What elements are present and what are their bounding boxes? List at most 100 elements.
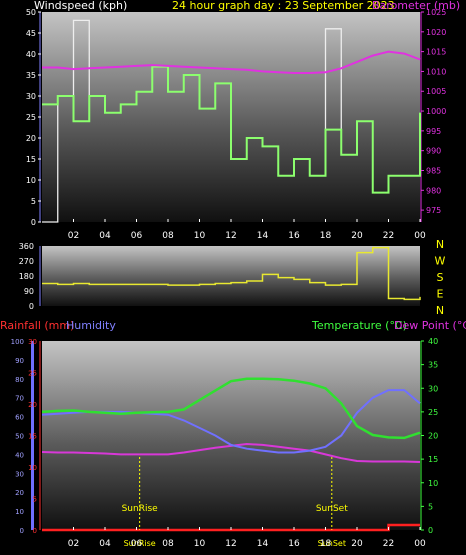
rain-y-tick-label: 20 <box>28 401 37 409</box>
barometer-axis-label: Barometer (mb) <box>372 0 460 12</box>
humidity-axis-label: Humidity <box>66 319 116 332</box>
x-tick-label: 12 <box>225 231 236 241</box>
humidity-y-tick-label: 30 <box>15 470 24 478</box>
humidity-y-tick-label: 20 <box>15 489 24 497</box>
graph-title: 24 hour graph day : 23 September 2023 <box>172 0 395 12</box>
barometer-y-tick-label: 1000 <box>426 107 446 116</box>
wind-average-series <box>42 65 421 194</box>
x-tick-label: 06 <box>131 231 143 241</box>
temp-y-tick-label: 20 <box>428 432 438 441</box>
temp-y-tick-label: 40 <box>428 337 438 346</box>
temperature-chart: 0102030405060708090100051015202530051015… <box>11 337 439 549</box>
wind-y-tick-label: 35 <box>26 71 36 80</box>
x-tick-label: 06 <box>131 539 143 549</box>
temp-y-tick-label: 25 <box>428 408 438 417</box>
wind-y-tick-label: 45 <box>26 29 36 38</box>
x-tick-label: 08 <box>162 231 174 241</box>
dewpoint-axis-label: Dew Point (°C) <box>394 319 466 332</box>
x-tick-label: 14 <box>257 539 269 549</box>
direction-y-tick-label: 0 <box>29 302 34 311</box>
wind-y-tick-label: 30 <box>26 92 36 101</box>
humidity-y-tick-label: 40 <box>15 451 24 459</box>
wind-axis-label: Windspeed (kph) <box>34 0 127 12</box>
x-tick-label: 04 <box>99 539 111 549</box>
x-tick-label: 22 <box>383 231 394 241</box>
x-tick-label: 10 <box>194 231 206 241</box>
wind-y-tick-label: 25 <box>26 113 36 122</box>
barometer-y-tick-label: 1005 <box>426 87 446 96</box>
x-tick-label: 22 <box>383 539 394 549</box>
barometer-y-tick-label: 975 <box>426 206 441 215</box>
compass-label: S <box>437 271 444 284</box>
humidity-y-tick-label: 10 <box>15 508 24 516</box>
barometer-y-tick-label: 990 <box>426 147 441 156</box>
x-tick-label: 00 <box>414 539 426 549</box>
wind-y-tick-label: 0 <box>31 218 36 227</box>
temperature-series <box>41 377 421 440</box>
rain-y-tick-label: 25 <box>28 370 37 378</box>
barometer-y-tick-label: 985 <box>426 166 441 175</box>
x-tick-label: 02 <box>68 539 79 549</box>
wind-y-tick-label: 50 <box>26 8 36 17</box>
humidity-y-tick-label: 70 <box>15 395 24 403</box>
direction-plot-background <box>42 246 420 306</box>
barometer-y-tick-label: 995 <box>426 127 441 136</box>
x-tick-label: 02 <box>68 231 79 241</box>
direction-y-tick-label: 360 <box>19 242 34 251</box>
x-tick-label: 18 <box>320 539 332 549</box>
compass-label: W <box>435 255 446 268</box>
temp-y-tick-label: 35 <box>428 361 438 370</box>
humidity-y-tick-label: 100 <box>11 338 24 346</box>
wind-direction-series <box>42 246 421 301</box>
humidity-axis-bar <box>31 341 34 530</box>
humidity-y-tick-label: 90 <box>15 357 24 365</box>
direction-y-tick-label: 180 <box>19 272 34 281</box>
rainfall-axis-label: Rainfall (mm) <box>0 319 74 332</box>
wind-y-tick-label: 10 <box>26 176 36 185</box>
x-tick-label: 18 <box>320 231 332 241</box>
event-tick-label: SunRise <box>124 539 156 548</box>
humidity-y-tick-label: 60 <box>15 414 24 422</box>
x-tick-label: 12 <box>225 539 236 549</box>
event-tick-label: SunSet <box>318 539 346 548</box>
wind-chart: 0510152025303540455097598098599099510001… <box>26 8 447 241</box>
barometer-y-tick-label: 980 <box>426 186 441 195</box>
rain-y-tick-label: 10 <box>28 464 37 472</box>
compass-label: E <box>437 288 444 301</box>
temp-y-tick-label: 10 <box>428 479 438 488</box>
wind-y-tick-label: 40 <box>26 50 36 59</box>
x-tick-label: 00 <box>414 231 426 241</box>
x-tick-label: 20 <box>351 231 363 241</box>
direction-y-tick-label: 90 <box>24 287 34 296</box>
rainfall-series <box>42 523 420 532</box>
x-tick-label: 16 <box>288 539 300 549</box>
wind-y-tick-label: 5 <box>31 197 36 206</box>
x-tick-label: 10 <box>194 539 206 549</box>
barometer-y-tick-label: 1025 <box>426 8 446 17</box>
barometer-y-tick-label: 1010 <box>426 67 446 76</box>
rain-y-tick-label: 30 <box>28 338 37 346</box>
humidity-y-tick-label: 0 <box>20 527 24 535</box>
x-tick-label: 08 <box>162 539 174 549</box>
temperature-axis-label: Temperature (°C) <box>311 319 407 332</box>
event-label: SunSet <box>316 504 348 514</box>
humidity-y-tick-label: 50 <box>15 433 24 441</box>
x-tick-label: 14 <box>257 231 269 241</box>
rain-y-tick-label: 5 <box>33 496 37 504</box>
rain-y-tick-label: 0 <box>33 527 37 535</box>
humidity-y-tick-label: 80 <box>15 376 24 384</box>
temp-y-tick-label: 0 <box>428 526 433 535</box>
x-tick-label: 16 <box>288 231 300 241</box>
temp-y-tick-label: 30 <box>428 384 438 393</box>
direction-y-tick-label: 270 <box>19 257 34 266</box>
rain-y-tick-label: 15 <box>28 433 37 441</box>
barometer-y-tick-label: 1020 <box>426 28 446 37</box>
x-tick-label: 04 <box>99 231 111 241</box>
wind-y-tick-label: 20 <box>26 134 36 143</box>
x-tick-label: 20 <box>351 539 363 549</box>
temp-plot-background <box>42 341 420 530</box>
compass-label: N <box>436 304 444 317</box>
temp-y-tick-label: 5 <box>428 502 433 511</box>
